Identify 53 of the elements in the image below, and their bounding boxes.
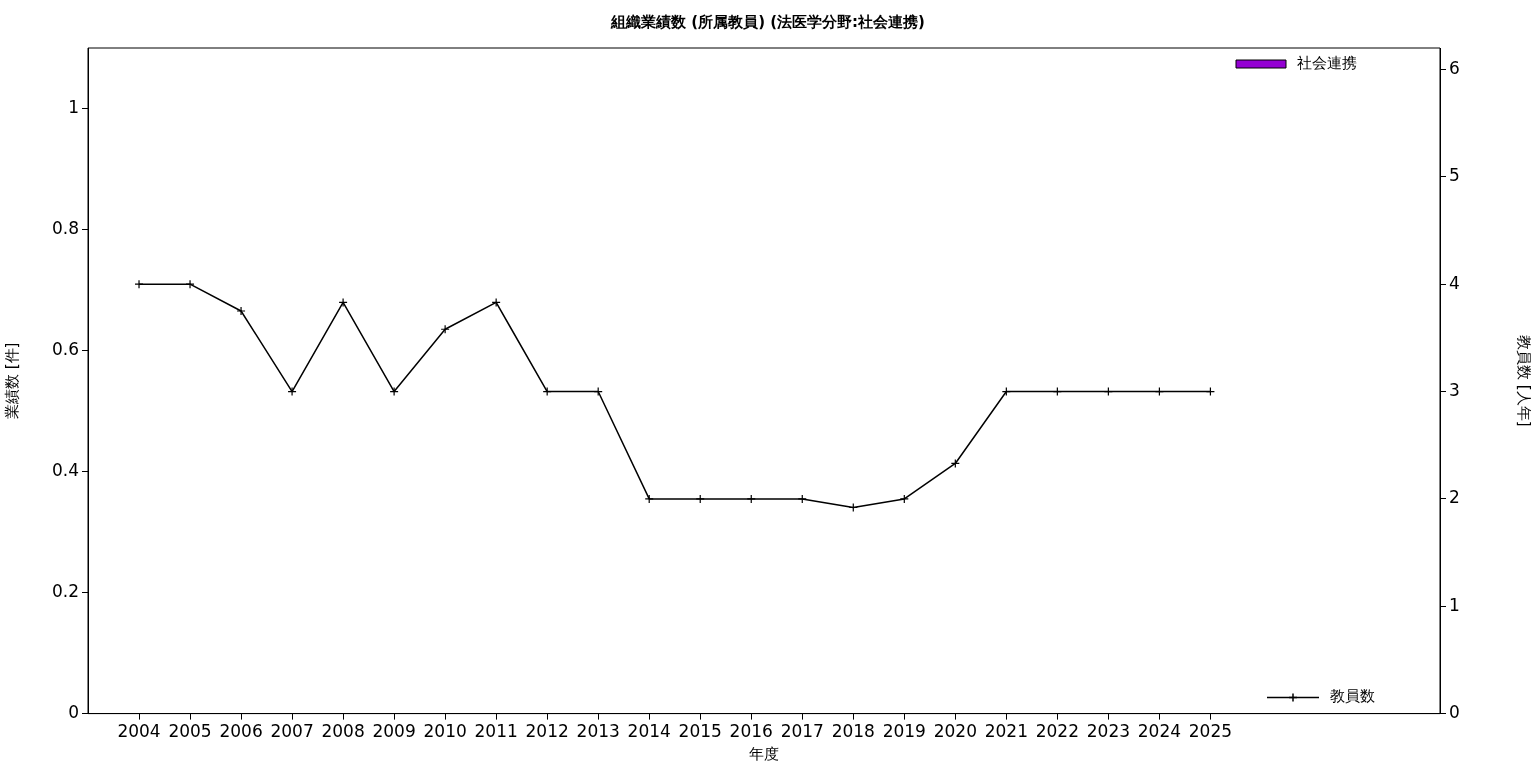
x-tick-label: 2009 xyxy=(372,721,416,742)
x-tick-label: 2013 xyxy=(576,721,620,742)
x-tick-label: 2025 xyxy=(1188,721,1233,742)
x-tick-label: 2006 xyxy=(219,721,263,742)
y-tick-label: 1 xyxy=(68,96,79,117)
x-tick-label: 2005 xyxy=(168,721,212,742)
x-tick-label: 2007 xyxy=(270,721,314,742)
point xyxy=(236,306,246,316)
point xyxy=(695,494,705,504)
y2-tick-label: 4 xyxy=(1449,272,1460,293)
y-tick-label: 0 xyxy=(68,702,79,723)
y2-tick-label: 6 xyxy=(1449,57,1460,78)
x-tick-label: 2015 xyxy=(678,721,722,742)
x-tick-label: 2018 xyxy=(831,721,875,742)
x-tick-label: 2014 xyxy=(627,721,671,742)
x-tick-label: 2020 xyxy=(933,721,977,742)
y2-tick-label: 3 xyxy=(1449,379,1460,400)
point xyxy=(746,494,756,504)
point xyxy=(797,494,807,504)
x-tick-label: 2004 xyxy=(117,721,161,742)
point xyxy=(338,297,348,308)
y-tick-label: 0.4 xyxy=(51,459,79,480)
x-tick-label: 2024 xyxy=(1137,721,1182,742)
point xyxy=(644,494,654,504)
x-axis-title: 年度 xyxy=(749,744,779,763)
x-tick-label: 2023 xyxy=(1086,721,1131,742)
point xyxy=(899,494,909,504)
y-axis-title: 業績数 [件] xyxy=(2,342,21,420)
point xyxy=(287,386,297,397)
legend-label: 社会連携 xyxy=(1297,53,1357,72)
y-tick-label: 0.8 xyxy=(51,217,79,238)
point xyxy=(134,279,144,289)
y2-axis-title: 教員数 [人年] xyxy=(1515,335,1534,427)
point xyxy=(185,279,195,289)
y-tick-label: 0.6 xyxy=(51,338,79,359)
y2-tick-label: 2 xyxy=(1449,487,1460,508)
x-tick-label: 2022 xyxy=(1035,721,1079,742)
x-tick-label: 2021 xyxy=(984,721,1028,742)
x-tick-label: 2011 xyxy=(474,721,518,742)
x-tick-label: 2010 xyxy=(423,721,467,742)
y2-tick-label: 5 xyxy=(1449,165,1460,186)
y2-tick-label: 1 xyxy=(1449,594,1460,615)
x-tick-label: 2017 xyxy=(780,721,824,742)
x-tick-label: 2016 xyxy=(729,721,773,742)
y2-tick-label: 0 xyxy=(1449,702,1460,723)
x-tick-label: 2008 xyxy=(321,721,365,742)
x-tick-label: 2019 xyxy=(882,721,926,742)
legend-label: 教員数 xyxy=(1330,687,1375,706)
y-tick-label: 0.2 xyxy=(51,581,79,601)
chart-title: 組織業績数 (所属教員) (法医学分野:社会連携) xyxy=(610,12,925,31)
x-tick-label: 2012 xyxy=(525,721,569,742)
point xyxy=(440,324,450,334)
point xyxy=(389,386,399,397)
